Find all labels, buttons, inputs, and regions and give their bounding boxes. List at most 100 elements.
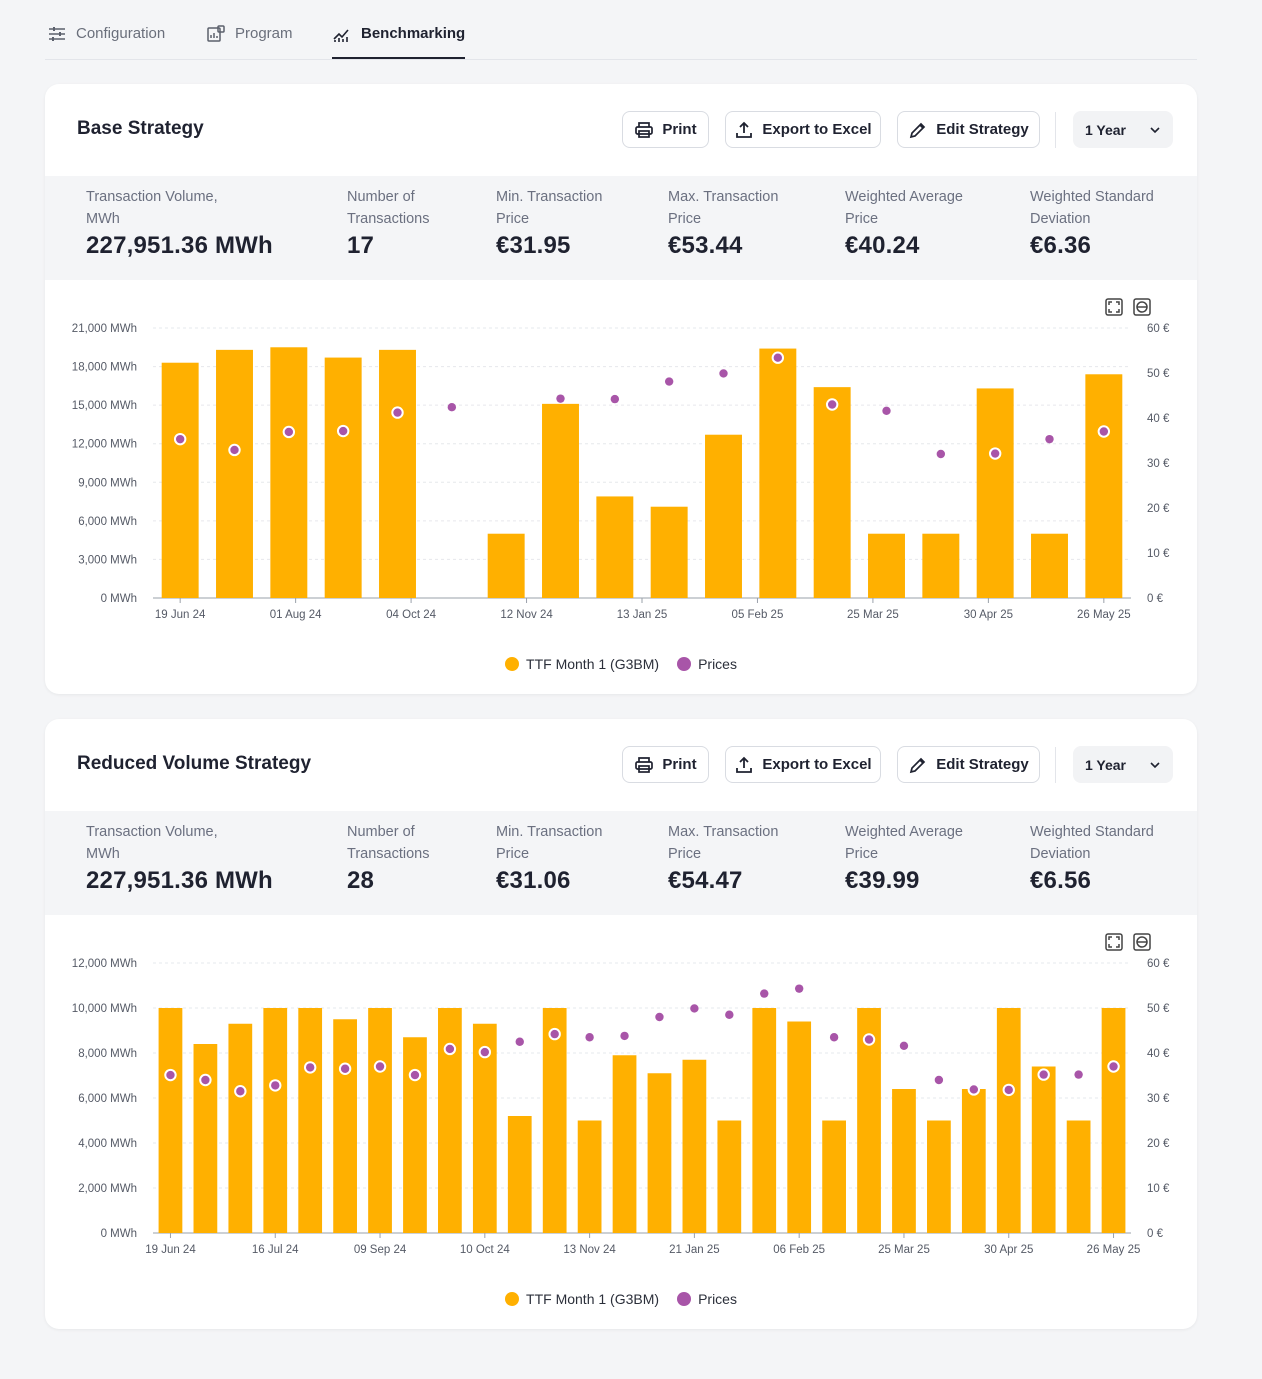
chart-area: 12,000 MWh 10,000 MWh 8,000 MWh 6,000 MWh 4,… [45, 915, 1197, 1329]
volume-bar [976, 388, 1014, 598]
price-point [829, 1033, 839, 1042]
stats-row: Transaction Volume, MWh 227,951.36 MWh Nu… [45, 176, 1197, 280]
print-button[interactable]: Print [622, 111, 709, 148]
x-tick-label: 26 May 25 [1087, 1244, 1141, 1256]
legend-label: Prices [698, 656, 737, 672]
legend-prices[interactable]: Prices [677, 656, 737, 672]
volume-bar [298, 1008, 323, 1233]
price-point [1045, 434, 1054, 444]
print-label: Print [662, 756, 697, 773]
x-tick-label: 12 Nov 24 [500, 609, 553, 621]
price-point [1097, 425, 1111, 438]
card-title: Reduced Volume Strategy [77, 753, 312, 774]
y-right-tick: 0 € [1147, 1228, 1164, 1240]
price-point [282, 425, 296, 439]
chart-tools [1105, 933, 1151, 951]
price-point [585, 1033, 594, 1042]
stat-max-price: Max. Transaction Price €54.47 [668, 821, 808, 895]
volume-bar [228, 1023, 253, 1233]
price-point [655, 1012, 664, 1022]
period-select[interactable]: 1 Year [1073, 746, 1173, 783]
volume-bar [379, 349, 416, 598]
legend-volume[interactable]: TTF Month 1 (G3BM) [505, 1291, 659, 1307]
print-button[interactable]: Print [622, 746, 709, 783]
stat-value: €31.06 [496, 867, 571, 894]
y-right-tick: 10 € [1147, 1183, 1170, 1195]
volume-bar [752, 1008, 777, 1233]
stat-value: 17 [347, 232, 375, 259]
chart-area: 21,000 MWh 18,000 MWh 15,000 MWh 12,000 MWh… [45, 280, 1197, 694]
volume-bar [542, 1008, 567, 1233]
volume-bar [542, 403, 579, 598]
volume-bar [1031, 1066, 1056, 1233]
period-value: 1 Year [1085, 756, 1127, 773]
y-left-tick: 15,000 MWh [72, 400, 137, 412]
tab-configuration-label: Configuration [76, 25, 166, 42]
x-tick-label: 06 Feb 25 [773, 1244, 825, 1256]
legend-prices[interactable]: Prices [677, 1291, 737, 1307]
print-label: Print [662, 121, 697, 138]
stat-value: €53.44 [668, 232, 743, 259]
stat-label: Max. Transaction Price [668, 189, 779, 227]
price-point [862, 1033, 876, 1046]
card-header: Base Strategy Print Export to Excel Edit… [45, 84, 1197, 176]
stats-row: Transaction Volume, MWh 227,951.36 MWh Nu… [45, 811, 1197, 915]
volume-bar [403, 1037, 427, 1233]
legend-swatch [505, 1292, 520, 1306]
stat-label: Weighted Average Price [845, 824, 963, 862]
price-point [771, 351, 785, 364]
legend-swatch [677, 657, 692, 671]
pencil-icon [910, 122, 926, 138]
reset-zoom-icon[interactable] [1133, 933, 1151, 951]
x-tick-label: 01 Aug 24 [270, 609, 322, 621]
export-excel-button[interactable]: Export to Excel [725, 111, 881, 148]
volume-bar [717, 1120, 742, 1233]
fullscreen-icon[interactable] [1105, 933, 1123, 951]
y-left-tick: 8,000 MWh [78, 1048, 137, 1060]
volume-bar [161, 362, 199, 598]
reset-zoom-icon[interactable] [1133, 298, 1151, 316]
tab-benchmarking-label: Benchmarking [361, 25, 466, 42]
volume-bar [333, 1019, 357, 1233]
divider [1055, 112, 1056, 148]
x-tick-label: 05 Feb 25 [732, 609, 784, 621]
price-point [336, 424, 350, 438]
price-point [967, 1083, 981, 1096]
price-point [725, 1010, 734, 1019]
x-tick-label: 26 May 25 [1077, 609, 1131, 621]
stat-value: €31.95 [496, 232, 571, 259]
x-tick-label: 10 Oct 24 [460, 1244, 510, 1256]
tab-benchmarking[interactable]: Benchmarking [332, 24, 466, 59]
price-point [303, 1061, 317, 1074]
y-left-tick: 0 MWh [101, 593, 137, 605]
top-tab-bar: Configuration Program Benchmarking [45, 0, 1197, 60]
price-point [173, 432, 187, 446]
sliders-icon [49, 27, 65, 41]
price-point [443, 1042, 457, 1056]
price-point [899, 1041, 909, 1050]
edit-strategy-button[interactable]: Edit Strategy [897, 111, 1040, 148]
price-point [338, 1062, 352, 1075]
edit-strategy-button[interactable]: Edit Strategy [897, 746, 1040, 783]
y-right-tick: 0 € [1147, 593, 1164, 605]
volume-bar [787, 1021, 812, 1233]
volume-bar [158, 1008, 183, 1233]
y-right-tick: 60 € [1147, 958, 1170, 970]
stat-label: Transaction Volume, MWh [86, 189, 218, 227]
y-left-tick: 4,000 MWh [78, 1138, 137, 1150]
export-excel-button[interactable]: Export to Excel [725, 746, 881, 783]
period-select[interactable]: 1 Year [1073, 111, 1173, 148]
y-right-tick: 40 € [1147, 1048, 1170, 1060]
price-point [447, 403, 457, 412]
price-point [882, 406, 891, 415]
volume-bar [368, 1008, 392, 1233]
volume-bar [705, 434, 742, 598]
tab-configuration[interactable]: Configuration [47, 24, 165, 59]
legend-volume[interactable]: TTF Month 1 (G3BM) [505, 656, 659, 672]
fullscreen-icon[interactable] [1105, 298, 1123, 316]
volume-bar [577, 1120, 602, 1233]
x-tick-label: 04 Oct 24 [386, 609, 436, 621]
tab-program[interactable]: Program [206, 24, 293, 59]
volume-bar [507, 1116, 532, 1233]
chart-legend: TTF Month 1 (G3BM) Prices [45, 656, 1197, 672]
